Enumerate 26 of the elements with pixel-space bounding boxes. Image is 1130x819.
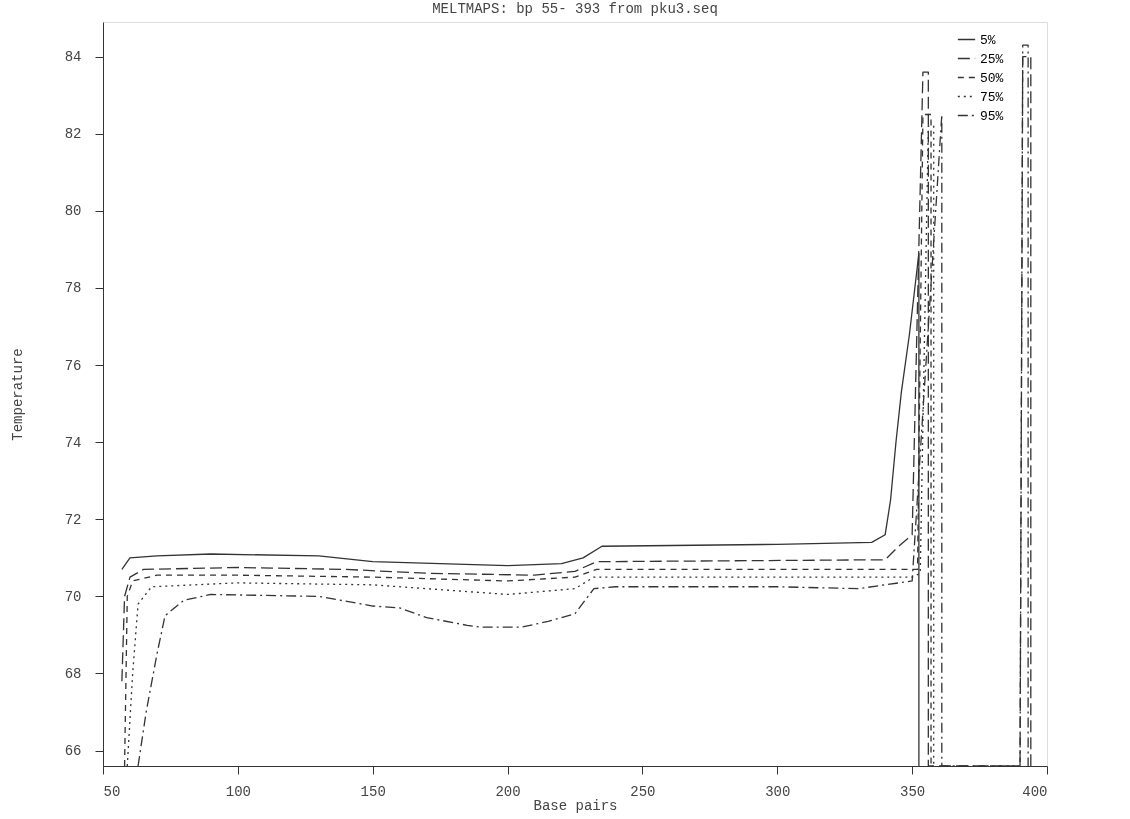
y-tick-label: 84 [64, 49, 82, 66]
y-tick-label: 78 [64, 280, 82, 297]
y-tick-label: 70 [64, 588, 82, 605]
chart-title: MELTMAPS: bp 55- 393 from pku3.seq [432, 1, 718, 17]
legend-label: 75% [980, 89, 1004, 105]
x-tick-label: 150 [360, 783, 386, 800]
x-tick-label: 100 [225, 783, 251, 800]
legend-label: 25% [980, 51, 1004, 67]
x-tick-label: 250 [630, 783, 656, 800]
y-tick-label: 68 [64, 665, 82, 682]
x-tick-label: 200 [495, 783, 521, 800]
y-tick-label: 74 [64, 434, 82, 451]
y-tick-label: 76 [64, 357, 82, 374]
y-axis-title: Temperature [9, 348, 26, 441]
x-tick-label: 350 [900, 783, 926, 800]
legend-label: 50% [980, 70, 1004, 86]
y-tick-label: 80 [64, 203, 82, 220]
legend-label: 5% [980, 32, 996, 48]
x-axis-title: Base pairs [533, 797, 618, 814]
x-tick-label: 300 [765, 783, 791, 800]
x-tick-label: 50 [103, 783, 121, 800]
y-tick-label: 82 [64, 126, 82, 143]
legend-label: 95% [980, 108, 1004, 124]
y-tick-label: 72 [64, 511, 82, 528]
y-tick-label: 66 [64, 743, 82, 760]
x-tick-label: 400 [1022, 783, 1048, 800]
